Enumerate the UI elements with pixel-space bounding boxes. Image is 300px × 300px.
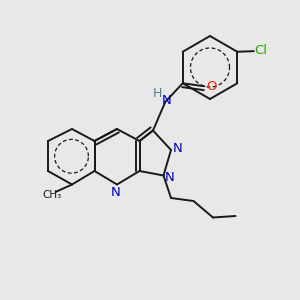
Text: N: N <box>165 171 175 184</box>
Text: N: N <box>173 142 182 155</box>
Text: CH₃: CH₃ <box>42 190 62 200</box>
Text: N: N <box>162 94 171 107</box>
Text: N: N <box>111 185 121 199</box>
Text: H: H <box>153 87 163 100</box>
Text: Cl: Cl <box>254 44 267 57</box>
Text: O: O <box>207 80 217 93</box>
